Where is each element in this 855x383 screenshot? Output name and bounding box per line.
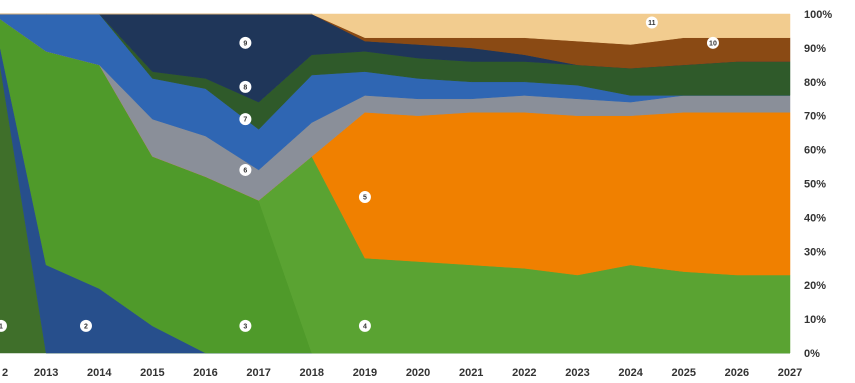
series-marker-label: 3 [243,323,247,330]
y-tick-label: 40% [804,212,826,224]
series-marker-10: 10 [706,36,719,49]
y-tick-label: 80% [804,77,826,89]
series-marker-label: 7 [243,117,247,124]
x-tick-label: 2019 [353,367,377,379]
x-tick-label: 2018 [300,367,324,379]
x-axis-ticks: 2 2013 2014 2015 2016 2017 2018 2019 2020 2021 202… [2,367,802,379]
series-marker-label: 11 [648,20,656,27]
y-tick-label: 70% [804,111,826,123]
area-series-11 [0,13,791,45]
y-tick-label: 100% [804,9,832,21]
y-tick-label: 0% [804,348,820,360]
x-tick-label: 2 [2,367,8,379]
y-tick-label: 30% [804,246,826,258]
x-tick-label: 2013 [34,367,58,379]
x-tick-label: 2022 [512,367,536,379]
x-tick-label: 2023 [565,367,589,379]
series-marker-circle [0,319,7,332]
series-marker-5: 5 [358,191,371,204]
series-markers: 1 2 3 4 5 6 7 8 9 10 11 [0,16,719,332]
x-tick-label: 2017 [246,367,270,379]
x-tick-label: 2016 [193,367,217,379]
y-tick-label: 20% [804,280,826,292]
x-tick-label: 2026 [725,367,749,379]
x-tick-label: 2014 [87,367,112,379]
x-tick-label: 2020 [406,367,430,379]
y-tick-label: 90% [804,43,826,55]
series-marker-label: 1 [0,323,3,330]
series-marker-circle [239,319,252,332]
series-marker-circle [239,80,252,93]
x-tick-label: 2015 [140,367,164,379]
series-marker-label: 9 [243,40,247,47]
x-tick-label: 2027 [778,367,802,379]
x-tick-label: 2021 [459,367,483,379]
series-marker-label: 4 [363,323,367,330]
series-marker-circle [358,191,371,204]
series-marker-11: 11 [645,16,658,29]
series-marker-label: 2 [84,323,88,330]
series-marker-label: 6 [243,167,247,174]
series-marker-circle [645,16,658,29]
y-axis-ticks: 0% 10% 20% 30% 40% 50% 60% 70% 80% 90% 100% [804,9,832,360]
series-marker-circle [239,113,252,126]
series-marker-circle [706,36,719,49]
series-marker-label: 5 [363,195,367,202]
series-marker-3: 3 [239,319,252,332]
series-marker-1: 1 [0,319,7,332]
x-tick-label: 2024 [618,367,643,379]
series-marker-circle [239,36,252,49]
series-marker-circle [358,319,371,332]
series-marker-8: 8 [239,80,252,93]
series-marker-2: 2 [79,319,92,332]
series-areas [0,13,791,354]
series-marker-4: 4 [358,319,371,332]
y-tick-label: 50% [804,179,826,191]
y-tick-label: 60% [804,145,826,157]
series-marker-label: 10 [709,40,717,47]
series-marker-circle [239,163,252,176]
series-marker-circle [79,319,92,332]
series-marker-6: 6 [239,163,252,176]
x-tick-label: 2025 [671,367,695,379]
y-tick-label: 10% [804,314,826,326]
series-marker-9: 9 [239,36,252,49]
series-marker-7: 7 [239,113,252,126]
series-marker-label: 8 [243,84,247,91]
